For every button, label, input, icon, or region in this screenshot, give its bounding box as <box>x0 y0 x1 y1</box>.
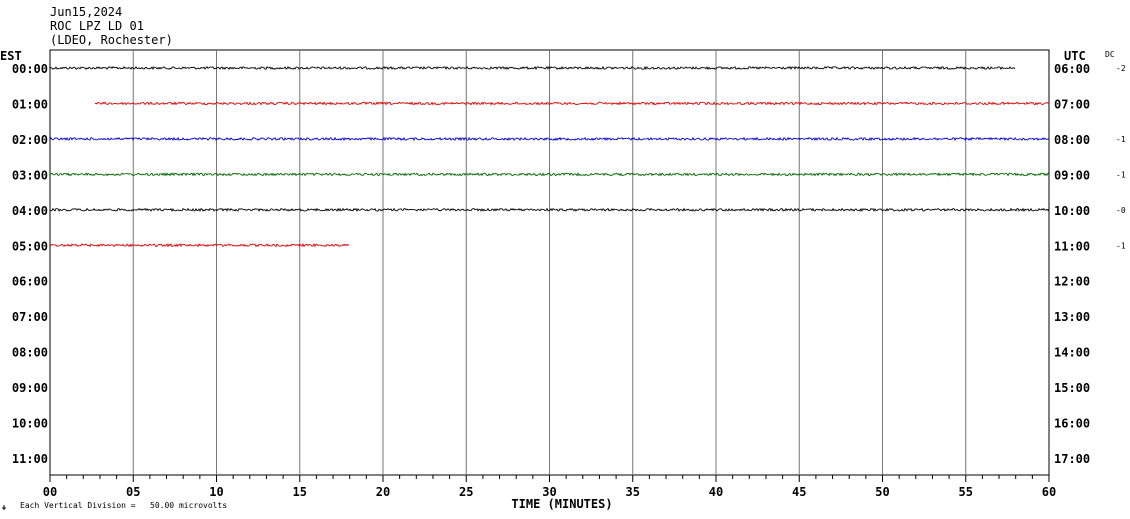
dc-offset-label: -2 <box>1116 64 1126 73</box>
footer-note: Each Vertical Division = 50.00 microvolt… <box>20 501 227 510</box>
x-tick-label: 45 <box>792 485 806 499</box>
utc-row-label: 17:00 <box>1054 452 1090 466</box>
utc-row-label: 15:00 <box>1054 381 1090 395</box>
x-tick-label: 25 <box>459 485 473 499</box>
grid-layer <box>132 50 967 475</box>
dc-offset-label: -0 <box>1116 206 1126 215</box>
est-row-label: 00:00 <box>12 62 48 76</box>
x-tick-label: 50 <box>875 485 889 499</box>
utc-row-label: 08:00 <box>1054 133 1090 147</box>
est-row-label: 09:00 <box>12 381 48 395</box>
utc-row-label: 07:00 <box>1054 97 1090 111</box>
est-row-label: 02:00 <box>12 133 48 147</box>
utc-row-label: 06:00 <box>1054 62 1090 76</box>
x-tick-label: 10 <box>209 485 223 499</box>
station-label: ROC LPZ LD 01 <box>50 19 144 33</box>
trace-layer <box>49 65 1050 248</box>
x-tick-label: 15 <box>293 485 307 499</box>
dc-axis-title: DC <box>1105 50 1115 59</box>
x-axis-title: TIME (MINUTES) <box>511 497 612 511</box>
x-tick-label: 20 <box>376 485 390 499</box>
trace-0000 <box>49 65 1016 71</box>
x-tick-label: 40 <box>709 485 723 499</box>
est-row-label: 04:00 <box>12 204 48 218</box>
x-tick-label: 00 <box>43 485 57 499</box>
tick-layer: 00 05 10 15 20 25 30 35 40 45 50 55 60 <box>43 475 1056 499</box>
est-row-label: 11:00 <box>12 452 48 466</box>
label-layer: 00:00 01:00 02:00 03:00 04:00 05:00 06:00 07:00… <box>12 62 1126 466</box>
trace-0400 <box>49 207 1050 213</box>
utc-row-label: 16:00 <box>1054 417 1090 431</box>
utc-row-label: 11:00 <box>1054 239 1090 253</box>
dc-offset-label: -1 <box>1116 241 1126 250</box>
utc-row-label: 12:00 <box>1054 275 1090 289</box>
date-label: Jun15,2024 <box>50 5 122 19</box>
trace-0300 <box>49 172 1050 177</box>
utc-row-label: 13:00 <box>1054 310 1090 324</box>
location-label: (LDEO, Rochester) <box>50 33 173 47</box>
est-row-label: 01:00 <box>12 97 48 111</box>
est-row-label: 07:00 <box>12 310 48 324</box>
est-row-label: 10:00 <box>12 417 48 431</box>
utc-row-label: 09:00 <box>1054 168 1090 182</box>
est-row-label: 06:00 <box>12 275 48 289</box>
x-tick-label: 60 <box>1042 485 1056 499</box>
dc-offset-label: -1 <box>1116 135 1126 144</box>
x-tick-label: 55 <box>959 485 973 499</box>
scale-icon <box>2 505 6 510</box>
trace-0100 <box>94 101 1050 106</box>
utc-row-label: 14:00 <box>1054 346 1090 360</box>
utc-row-label: 10:00 <box>1054 204 1090 218</box>
trace-0200 <box>49 136 1050 142</box>
trace-0500 <box>49 242 350 248</box>
est-row-label: 05:00 <box>12 239 48 253</box>
x-tick-label: 05 <box>126 485 140 499</box>
x-tick-label: 30 <box>542 485 556 499</box>
x-tick-label: 35 <box>626 485 640 499</box>
est-axis-title: EST <box>0 49 22 63</box>
est-row-label: 08:00 <box>12 346 48 360</box>
est-row-label: 03:00 <box>12 168 48 182</box>
dc-offset-label: -1 <box>1116 170 1126 179</box>
utc-axis-title: UTC <box>1064 49 1086 63</box>
